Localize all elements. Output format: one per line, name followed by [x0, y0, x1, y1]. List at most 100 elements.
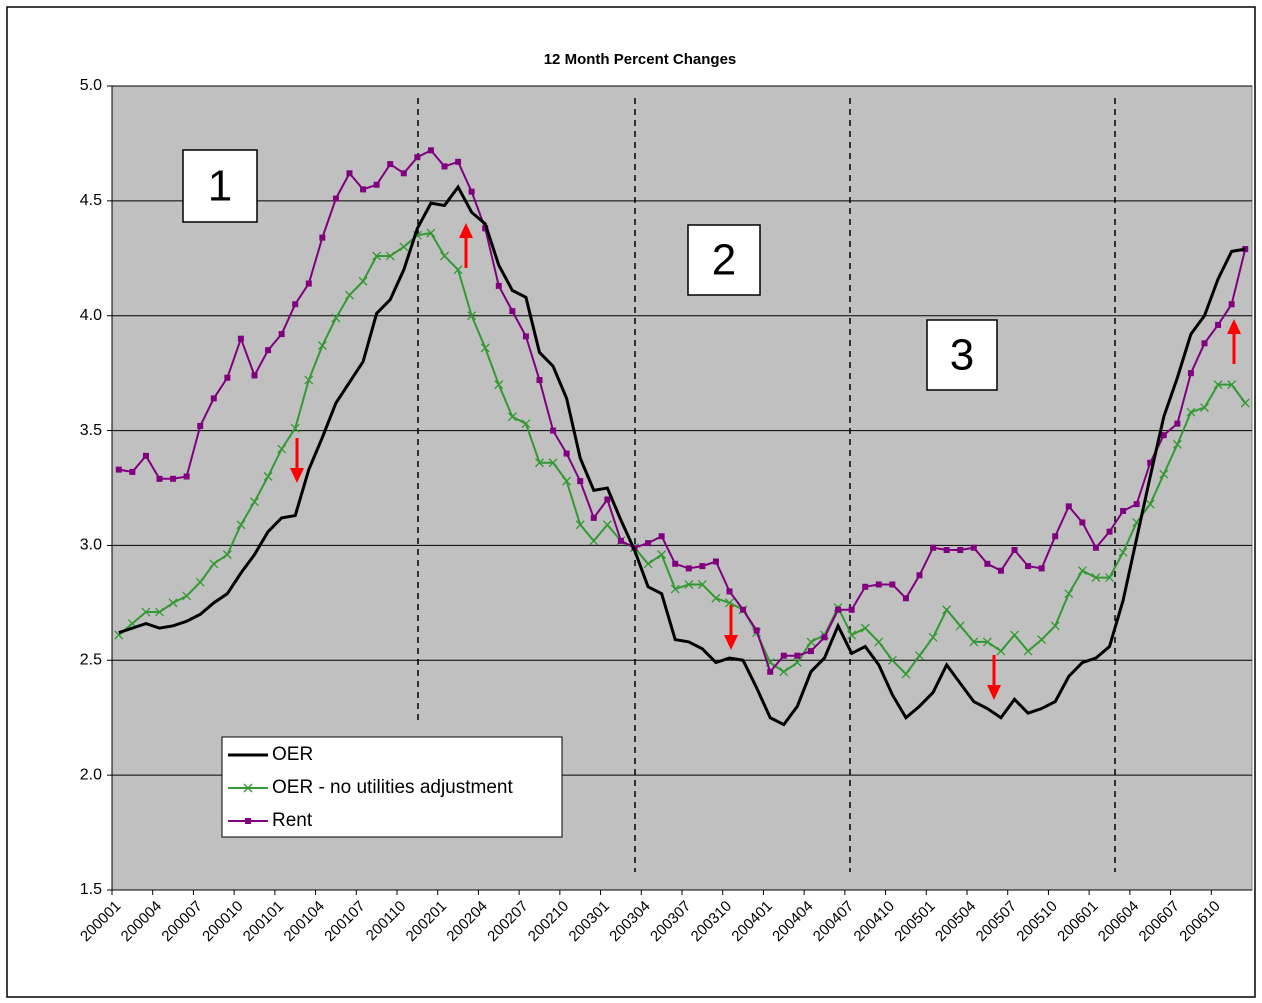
x-marker — [874, 637, 884, 647]
x-marker — [792, 658, 802, 668]
x-marker — [440, 251, 449, 261]
square-marker — [1147, 459, 1154, 466]
x-marker — [236, 520, 246, 530]
x-marker — [996, 646, 1006, 656]
square-marker — [346, 170, 353, 177]
square-marker — [658, 533, 665, 540]
square-marker — [957, 547, 964, 554]
square-marker — [278, 331, 285, 338]
square-marker — [170, 475, 177, 482]
x-marker — [1200, 403, 1209, 413]
square-marker — [495, 282, 502, 289]
square-marker — [1038, 565, 1045, 572]
x-marker — [521, 419, 531, 429]
series-line — [118, 231, 1247, 676]
square-marker — [1065, 503, 1072, 510]
x-marker — [928, 632, 938, 642]
square-marker — [1174, 420, 1181, 427]
x-marker — [494, 380, 504, 390]
square-marker — [645, 540, 652, 547]
square-marker — [305, 280, 312, 287]
x-marker — [684, 580, 694, 589]
x-marker — [575, 520, 585, 530]
x-marker — [372, 251, 382, 261]
square-marker — [902, 595, 909, 602]
x-marker — [209, 559, 219, 569]
arrow-head — [724, 635, 738, 650]
square-marker — [427, 147, 434, 154]
square-marker — [292, 301, 299, 308]
annotation-box — [687, 224, 761, 296]
y-tick-label: 2.0 — [80, 766, 102, 783]
square-marker — [1215, 321, 1222, 328]
square-marker — [509, 308, 516, 315]
x-marker — [453, 265, 463, 275]
x-marker — [1213, 380, 1223, 390]
x-marker — [1118, 547, 1128, 557]
x-marker — [779, 667, 789, 677]
square-marker — [455, 158, 462, 165]
square-marker — [197, 422, 204, 429]
x-marker — [915, 651, 924, 661]
x-marker — [155, 607, 164, 617]
square-marker — [767, 668, 774, 675]
x-marker — [548, 458, 558, 468]
square-marker — [142, 452, 149, 459]
square-marker — [848, 606, 855, 613]
x-marker — [1186, 407, 1196, 417]
square-marker — [1133, 501, 1140, 508]
x-marker — [1159, 469, 1169, 479]
x-marker — [385, 251, 395, 261]
square-marker — [468, 188, 475, 195]
legend-marker — [245, 818, 251, 824]
square-marker — [156, 475, 163, 482]
x-marker — [331, 313, 341, 323]
square-marker — [740, 606, 747, 613]
square-marker — [563, 450, 570, 457]
square-marker — [1187, 370, 1194, 377]
square-marker — [237, 335, 244, 342]
square-marker — [699, 563, 706, 570]
x-marker — [670, 584, 680, 594]
x-marker — [399, 242, 409, 252]
square-marker — [984, 560, 991, 567]
square-marker — [617, 537, 624, 544]
square-marker — [1160, 432, 1167, 439]
x-marker — [426, 228, 436, 238]
square-marker — [414, 154, 421, 161]
arrows — [290, 223, 1241, 700]
arrow-head — [1227, 319, 1241, 334]
series-line — [118, 184, 1246, 727]
x-marker — [847, 630, 857, 640]
square-marker — [1079, 519, 1086, 526]
square-marker — [265, 347, 272, 354]
x-marker — [1145, 499, 1155, 509]
square-marker — [522, 333, 529, 340]
square-marker — [821, 634, 828, 641]
x-marker — [317, 341, 327, 351]
x-marker — [467, 311, 477, 321]
x-marker — [1037, 635, 1047, 645]
x-marker — [589, 536, 599, 546]
square-marker — [332, 195, 339, 202]
square-marker — [577, 478, 584, 485]
x-marker — [1105, 573, 1114, 583]
square-marker — [1106, 528, 1113, 535]
square-marker — [997, 567, 1004, 574]
square-marker — [251, 372, 258, 379]
square-marker — [550, 427, 557, 434]
arrow-head — [459, 223, 473, 238]
annotation-box — [182, 149, 258, 223]
annotation-label: 2 — [712, 236, 736, 285]
x-marker — [657, 550, 667, 560]
square-marker — [1228, 301, 1235, 308]
square-marker — [1052, 533, 1059, 540]
square-marker — [943, 547, 950, 554]
y-tick-label: 1.5 — [80, 881, 102, 898]
square-marker — [536, 377, 543, 384]
square-marker — [712, 558, 719, 565]
y-tick-label: 4.5 — [80, 192, 102, 209]
square-marker — [360, 186, 367, 193]
x-marker — [1240, 398, 1250, 408]
